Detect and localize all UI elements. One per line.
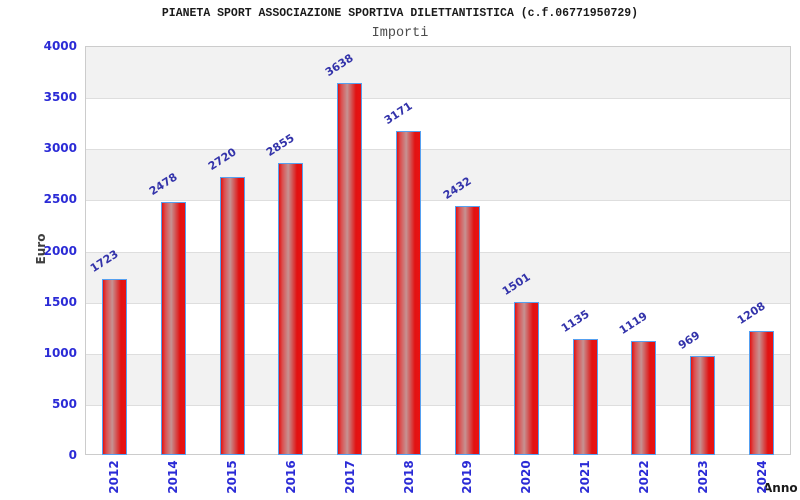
x-tick-label: 2021 xyxy=(578,460,593,494)
plot-area xyxy=(85,46,791,455)
bar xyxy=(160,201,186,455)
x-tick-label: 2018 xyxy=(401,460,416,494)
gridline xyxy=(86,200,790,202)
bar xyxy=(749,331,775,455)
gridline xyxy=(86,404,790,406)
y-tick-label: 3500 xyxy=(43,90,77,105)
bar xyxy=(278,163,304,455)
chart-title: PIANETA SPORT ASSOCIAZIONE SPORTIVA DILE… xyxy=(161,7,639,20)
bar xyxy=(690,355,716,455)
y-tick-label: 4000 xyxy=(43,39,77,53)
y-tick-label: 2000 xyxy=(43,243,77,258)
x-tick-label: 2016 xyxy=(283,460,298,494)
grid-band xyxy=(86,47,790,99)
x-tick-label: 2019 xyxy=(460,460,475,494)
x-tick-label: 2012 xyxy=(107,460,122,494)
gridline xyxy=(86,353,790,355)
x-tick-label: 2015 xyxy=(225,460,240,494)
x-tick-label: 2023 xyxy=(695,460,710,494)
gridline xyxy=(86,302,790,304)
x-tick-label: 2024 xyxy=(754,460,769,494)
y-tick-label: 2500 xyxy=(43,192,77,207)
x-tick-label: 2014 xyxy=(166,460,181,494)
grid-band xyxy=(86,251,790,303)
x-axis-title: Anno xyxy=(763,481,798,495)
bar xyxy=(396,130,422,455)
gridline xyxy=(86,98,790,100)
bar xyxy=(454,206,480,455)
grid-band xyxy=(86,149,790,201)
y-tick-label: 1000 xyxy=(43,345,77,360)
x-tick-label: 2022 xyxy=(636,460,651,494)
bar xyxy=(631,340,657,455)
bar xyxy=(219,176,245,455)
gridline xyxy=(86,251,790,253)
x-tick-label: 2017 xyxy=(342,460,357,494)
chart-subtitle: Importi xyxy=(371,26,429,41)
y-tick-label: 1500 xyxy=(43,294,77,309)
gridline xyxy=(86,149,790,151)
bar xyxy=(337,83,363,455)
bar xyxy=(513,301,539,455)
y-tick-label: 3000 xyxy=(43,141,77,156)
bar xyxy=(572,338,598,455)
grid-band xyxy=(86,353,790,405)
y-tick-label: 500 xyxy=(51,396,77,411)
x-tick-label: 2020 xyxy=(519,460,534,494)
y-tick-label: 0 xyxy=(68,448,77,462)
bar xyxy=(101,278,127,455)
